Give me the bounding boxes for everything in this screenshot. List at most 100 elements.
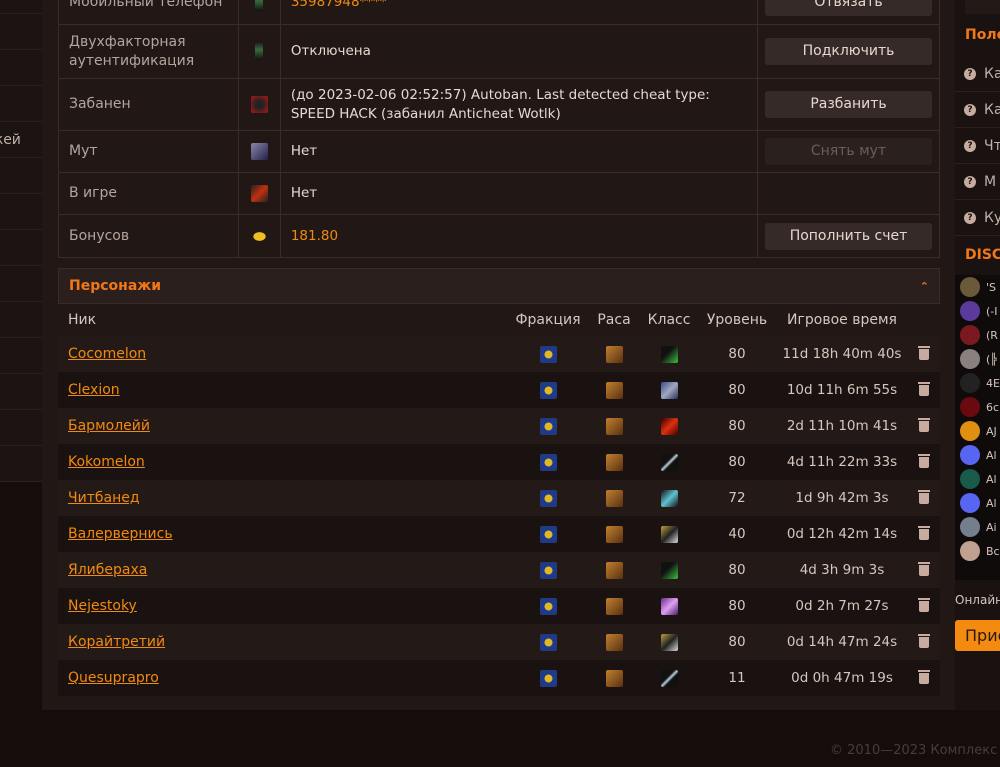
join-discord-button[interactable]: Прис <box>955 620 1000 651</box>
discord-user[interactable]: (╠ <box>955 347 1000 371</box>
sidebar-item[interactable] <box>0 410 42 446</box>
character-name-link[interactable]: Cocomelon <box>68 346 147 362</box>
playtime-cell: 11d 18h 40m 40s <box>782 346 902 362</box>
discord-user[interactable]: (-I <box>955 299 1000 323</box>
sidebar-item[interactable] <box>0 338 42 374</box>
sidebar-item[interactable] <box>0 86 42 122</box>
character-row: Clexion 80 10d 11h 6m 55s <box>58 372 940 408</box>
faction-cell <box>508 597 588 615</box>
character-name-link[interactable]: Валервернись <box>68 526 173 542</box>
trash-icon[interactable] <box>918 597 930 612</box>
delete-cell <box>908 633 940 650</box>
character-row: Корайтретий 80 0d 14h 47m 24s <box>58 624 940 660</box>
sidebar-item[interactable] <box>0 158 42 194</box>
trash-icon[interactable] <box>918 345 930 360</box>
trash-icon[interactable] <box>918 561 930 576</box>
faq-item[interactable]: ? Чт <box>955 128 1000 164</box>
sidebar-item[interactable] <box>0 194 42 230</box>
user-avatar <box>960 445 980 465</box>
faq-item[interactable]: ? Ка <box>955 56 1000 92</box>
info-action-cell: Разбанить <box>757 78 940 131</box>
alliance-faction-icon <box>539 597 557 615</box>
character-name-link[interactable]: Quesuprapro <box>68 670 159 686</box>
faq-item[interactable]: ? Ку <box>955 200 1000 236</box>
info-row: Мобильный телефон 35987948**** Отвязать <box>58 0 940 25</box>
sidebar-item[interactable]: ажей <box>0 122 42 158</box>
trash-icon[interactable] <box>918 525 930 540</box>
discord-user[interactable]: AJ <box>955 419 1000 443</box>
character-name-link[interactable]: Clexion <box>68 382 120 398</box>
sidebar-item[interactable] <box>0 302 42 338</box>
discord-user[interactable]: Bc <box>955 539 1000 563</box>
character-name-link[interactable]: Корайтретий <box>68 634 166 650</box>
info-action-button[interactable]: Разбанить <box>765 91 932 118</box>
character-name-cell: Nejestoky <box>68 598 137 614</box>
character-row: Валервернись 40 0d 12h 42m 14s <box>58 516 940 552</box>
right-sidebar: Поле DISCO 'S (-I (R (╠ 4E 6c AJ Al Al Al Ai Bc Онл… <box>955 0 1000 710</box>
faq-item-label: Ка <box>984 102 1000 118</box>
character-name-link[interactable]: Ялибераха <box>68 562 148 578</box>
discord-user[interactable]: Al <box>955 467 1000 491</box>
character-name-link[interactable]: Читбанед <box>68 490 140 506</box>
race-cell <box>588 489 640 507</box>
info-label: Мобильный телефон <box>58 0 239 25</box>
discord-user[interactable]: (R <box>955 323 1000 347</box>
delete-cell <box>908 525 940 542</box>
faction-cell <box>508 489 588 507</box>
class-cell <box>640 417 698 435</box>
mute-scroll-icon <box>250 143 268 160</box>
sidebar-item[interactable] <box>0 446 42 482</box>
info-row: Бонусов 181.80 Пополнить счет <box>58 214 940 258</box>
delete-cell <box>908 597 940 614</box>
discord-user[interactable]: Al <box>955 443 1000 467</box>
discord-username: AJ <box>986 424 997 438</box>
trash-icon[interactable] <box>918 669 930 684</box>
discord-user[interactable]: 'S <box>955 275 1000 299</box>
level-cell: 80 <box>728 634 746 650</box>
warrior-class-icon <box>660 453 678 471</box>
discord-user[interactable]: Al <box>955 491 1000 515</box>
character-row: Читбанед 72 1d 9h 42m 3s <box>58 480 940 516</box>
sidebar-item[interactable] <box>0 230 42 266</box>
collapse-chevron-icon[interactable]: ⌃ <box>919 279 929 293</box>
faq-heading: Поле <box>965 27 1000 43</box>
info-action-button[interactable]: Пополнить счет <box>765 222 932 250</box>
sidebar-item[interactable] <box>0 0 42 14</box>
character-name-link[interactable]: Бармолейй <box>68 418 150 434</box>
trash-icon[interactable] <box>918 489 930 504</box>
sidebar-item[interactable] <box>0 266 42 302</box>
info-action-button[interactable]: Отвязать <box>765 0 932 16</box>
trash-icon[interactable] <box>918 453 930 468</box>
characters-panel: Персонажи ⌃ Ник Фракция Раса Класс Урове… <box>58 268 940 696</box>
col-faction: Фракция <box>515 312 581 328</box>
character-name-link[interactable]: Kokomelon <box>68 454 145 470</box>
sidebar-item[interactable] <box>0 14 42 50</box>
trash-icon[interactable] <box>918 417 930 432</box>
discord-username: (╠ <box>986 352 997 366</box>
character-name-link[interactable]: Nejestoky <box>68 598 137 614</box>
alliance-faction-icon <box>539 633 557 651</box>
sidebar-item[interactable] <box>0 50 42 86</box>
trash-icon[interactable] <box>918 381 930 396</box>
discord-user[interactable]: Ai <box>955 515 1000 539</box>
info-icon-cell <box>237 130 281 173</box>
faq-item[interactable]: ? М <box>955 164 1000 200</box>
character-name-cell: Корайтретий <box>68 634 165 650</box>
human-race-icon <box>605 489 623 507</box>
playtime-cell: 0d 0h 47m 19s <box>791 670 893 686</box>
discord-user[interactable]: 6c <box>955 395 1000 419</box>
left-sidebar: ажей <box>0 0 42 482</box>
discord-user-list[interactable]: 'S (-I (R (╠ 4E 6c AJ Al Al Al Ai Bc <box>955 275 1000 580</box>
faq-item[interactable]: ? Ка <box>955 92 1000 128</box>
info-action-button[interactable]: Подключить <box>765 38 932 65</box>
discord-user[interactable]: 4E <box>955 371 1000 395</box>
delete-cell <box>908 417 940 434</box>
alliance-faction-icon <box>539 453 557 471</box>
race-cell <box>588 417 640 435</box>
characters-header[interactable]: Персонажи ⌃ <box>58 268 940 304</box>
faq-item-label: Ку <box>984 210 1000 226</box>
sidebar-item[interactable] <box>0 374 42 410</box>
discord-username: Ai <box>986 520 997 534</box>
ban-hand-icon <box>250 96 268 113</box>
trash-icon[interactable] <box>918 633 930 648</box>
